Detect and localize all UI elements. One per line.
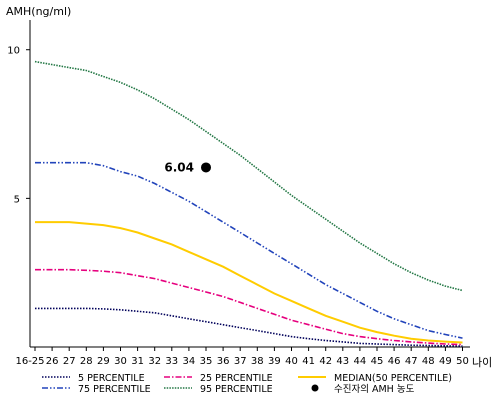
- legend-swatch-marker: [311, 384, 319, 392]
- legend-label-marker: 수진자의 AMH 농도: [334, 384, 415, 395]
- x-tick-label-9: 34: [183, 356, 196, 367]
- x-tick-label-6: 31: [131, 356, 144, 367]
- x-tick-label-7: 32: [148, 356, 161, 367]
- x-ticks: 16-25 26 27 28 29 30 31 32 33 34 35 36 37 38 39 40 41 42 4…: [15, 347, 469, 367]
- y-tick-label-1: 10: [7, 46, 20, 57]
- x-tick-label-11: 36: [217, 356, 230, 367]
- legend-label-0: 5 PERCENTILE: [78, 373, 145, 384]
- x-tick-label-12: 37: [234, 356, 247, 367]
- legend-label-1: 25 PERCENTILE: [200, 373, 273, 384]
- series-line-4: [34, 60, 463, 292]
- x-tick-label-25: 50: [456, 356, 469, 367]
- x-tick-label-15: 40: [285, 356, 298, 367]
- x-tick-label-5: 30: [114, 356, 127, 367]
- series-lines: [34, 60, 463, 347]
- legend-label-2: MEDIAN(50 PERCENTILE): [334, 373, 452, 384]
- y-tick-label-0: 5: [14, 194, 20, 205]
- x-tick-label-18: 43: [336, 356, 349, 367]
- y-axis-title: AMH(ng/ml): [6, 5, 71, 18]
- x-tick-label-24: 49: [439, 356, 452, 367]
- amh-marker-label: 6.04: [164, 160, 194, 174]
- x-tick-label-17: 42: [319, 356, 332, 367]
- y-ticks: 5 10: [7, 46, 30, 205]
- x-axis-title: 나이: [472, 356, 492, 369]
- x-tick-label-13: 38: [251, 356, 264, 367]
- axes: AMH(ng/ml) 나이: [6, 5, 492, 369]
- x-tick-label-23: 48: [422, 356, 435, 367]
- series-line-1: [35, 268, 463, 346]
- x-tick-label-20: 45: [371, 356, 384, 367]
- legend-label-3: 75 PERCENTILE: [78, 384, 151, 395]
- x-tick-label-21: 46: [388, 356, 401, 367]
- x-tick-label-4: 29: [97, 356, 110, 367]
- marker-group: 6.04: [164, 160, 211, 174]
- x-tick-label-3: 28: [80, 356, 93, 367]
- x-tick-label-19: 44: [354, 356, 367, 367]
- x-tick-label-10: 35: [200, 356, 213, 367]
- amh-marker-point: [201, 162, 211, 173]
- x-tick-label-8: 33: [165, 356, 178, 367]
- x-tick-label-2: 27: [63, 356, 76, 367]
- legend: 5 PERCENTILE 25 PERCENTILE MEDIAN(50 PERCE…: [42, 373, 452, 395]
- x-tick-label-16: 41: [302, 356, 315, 367]
- x-tick-label-1: 26: [46, 356, 59, 367]
- series-line-3: [35, 161, 463, 339]
- series-line-2: [35, 221, 463, 344]
- x-tick-label-22: 47: [405, 356, 418, 367]
- x-tick-label-14: 39: [268, 356, 281, 367]
- x-tick-label-0: 16-25: [15, 356, 44, 367]
- legend-label-4: 95 PERCENTILE: [200, 384, 273, 395]
